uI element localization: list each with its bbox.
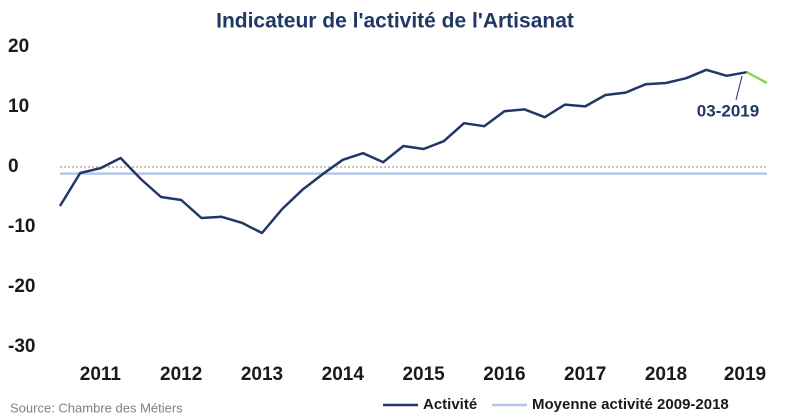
annotation-leader xyxy=(735,75,743,101)
y-tick-label: 0 xyxy=(8,156,19,177)
legend-label: Moyenne activité 2009-2018 xyxy=(532,396,729,413)
x-tick-label: 2017 xyxy=(564,364,606,385)
x-tick-label: 2013 xyxy=(241,364,283,385)
chart-title: Indicateur de l'activité de l'Artisanat xyxy=(216,10,574,33)
series-line xyxy=(58,68,748,235)
series-line-last xyxy=(746,71,768,85)
annotation: 03-2019 xyxy=(697,101,759,120)
x-tick-label: 2011 xyxy=(80,364,122,385)
x-tick-label: 2014 xyxy=(322,364,365,385)
x-tick-label: 2016 xyxy=(483,364,525,385)
y-tick-label: -10 xyxy=(8,216,35,237)
y-tick-label: 10 xyxy=(8,96,29,117)
x-tick-label: 2019 xyxy=(724,364,766,385)
x-tick-label: 2015 xyxy=(402,364,445,385)
source: Source: Chambre des Métiers xyxy=(10,400,183,414)
x-tick-label: 2018 xyxy=(645,364,687,385)
y-tick-label: 20 xyxy=(8,36,29,57)
y-tick-label: -20 xyxy=(8,276,35,297)
legend-label: Activité xyxy=(423,396,477,413)
x-tick-label: 2012 xyxy=(160,364,202,385)
y-tick-label: -30 xyxy=(8,336,35,357)
